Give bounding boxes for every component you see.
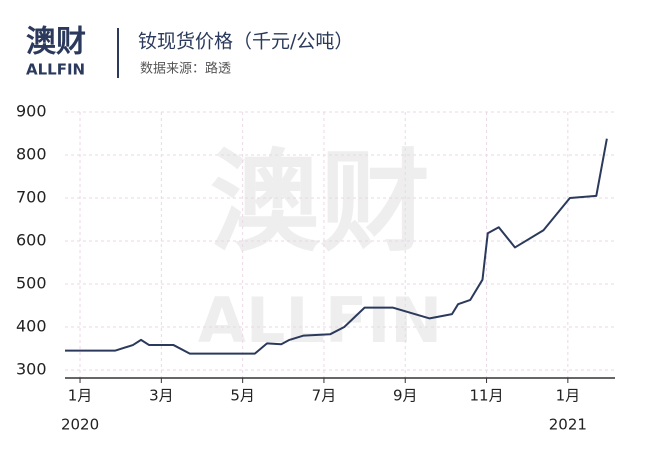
x-tick-label: 1月 [556, 387, 581, 405]
y-tick-label: 500 [16, 274, 47, 293]
chart-title: 钕现货价格（千元/公吨） [138, 31, 353, 53]
line [65, 138, 608, 355]
y-tick-label: 900 [16, 102, 47, 121]
y-tick-label: 700 [16, 188, 47, 207]
y-tick-label: 600 [16, 231, 47, 250]
y-tick-label: 300 [16, 360, 47, 379]
x-tick-label: 1月 [68, 387, 93, 405]
x-tick-label: 3月 [149, 387, 174, 405]
x-tick-label: 11月 [469, 387, 503, 405]
y-tick-label: 400 [16, 317, 47, 336]
watermark-sub: ALLFIN [198, 284, 442, 357]
x-tick-label: 7月 [312, 387, 337, 405]
watermark: 澳财 [210, 138, 430, 266]
year-label: 2020 [61, 416, 99, 434]
year-label: 2021 [549, 416, 587, 434]
x-tick-label: 5月 [230, 387, 255, 405]
chart-subtitle: 数据来源：路透 [140, 61, 231, 77]
logo-sub: ALLFIN [26, 61, 85, 79]
y-tick-label: 800 [16, 145, 47, 164]
logo: 澳财 [26, 25, 86, 60]
x-tick-label: 9月 [393, 387, 418, 405]
